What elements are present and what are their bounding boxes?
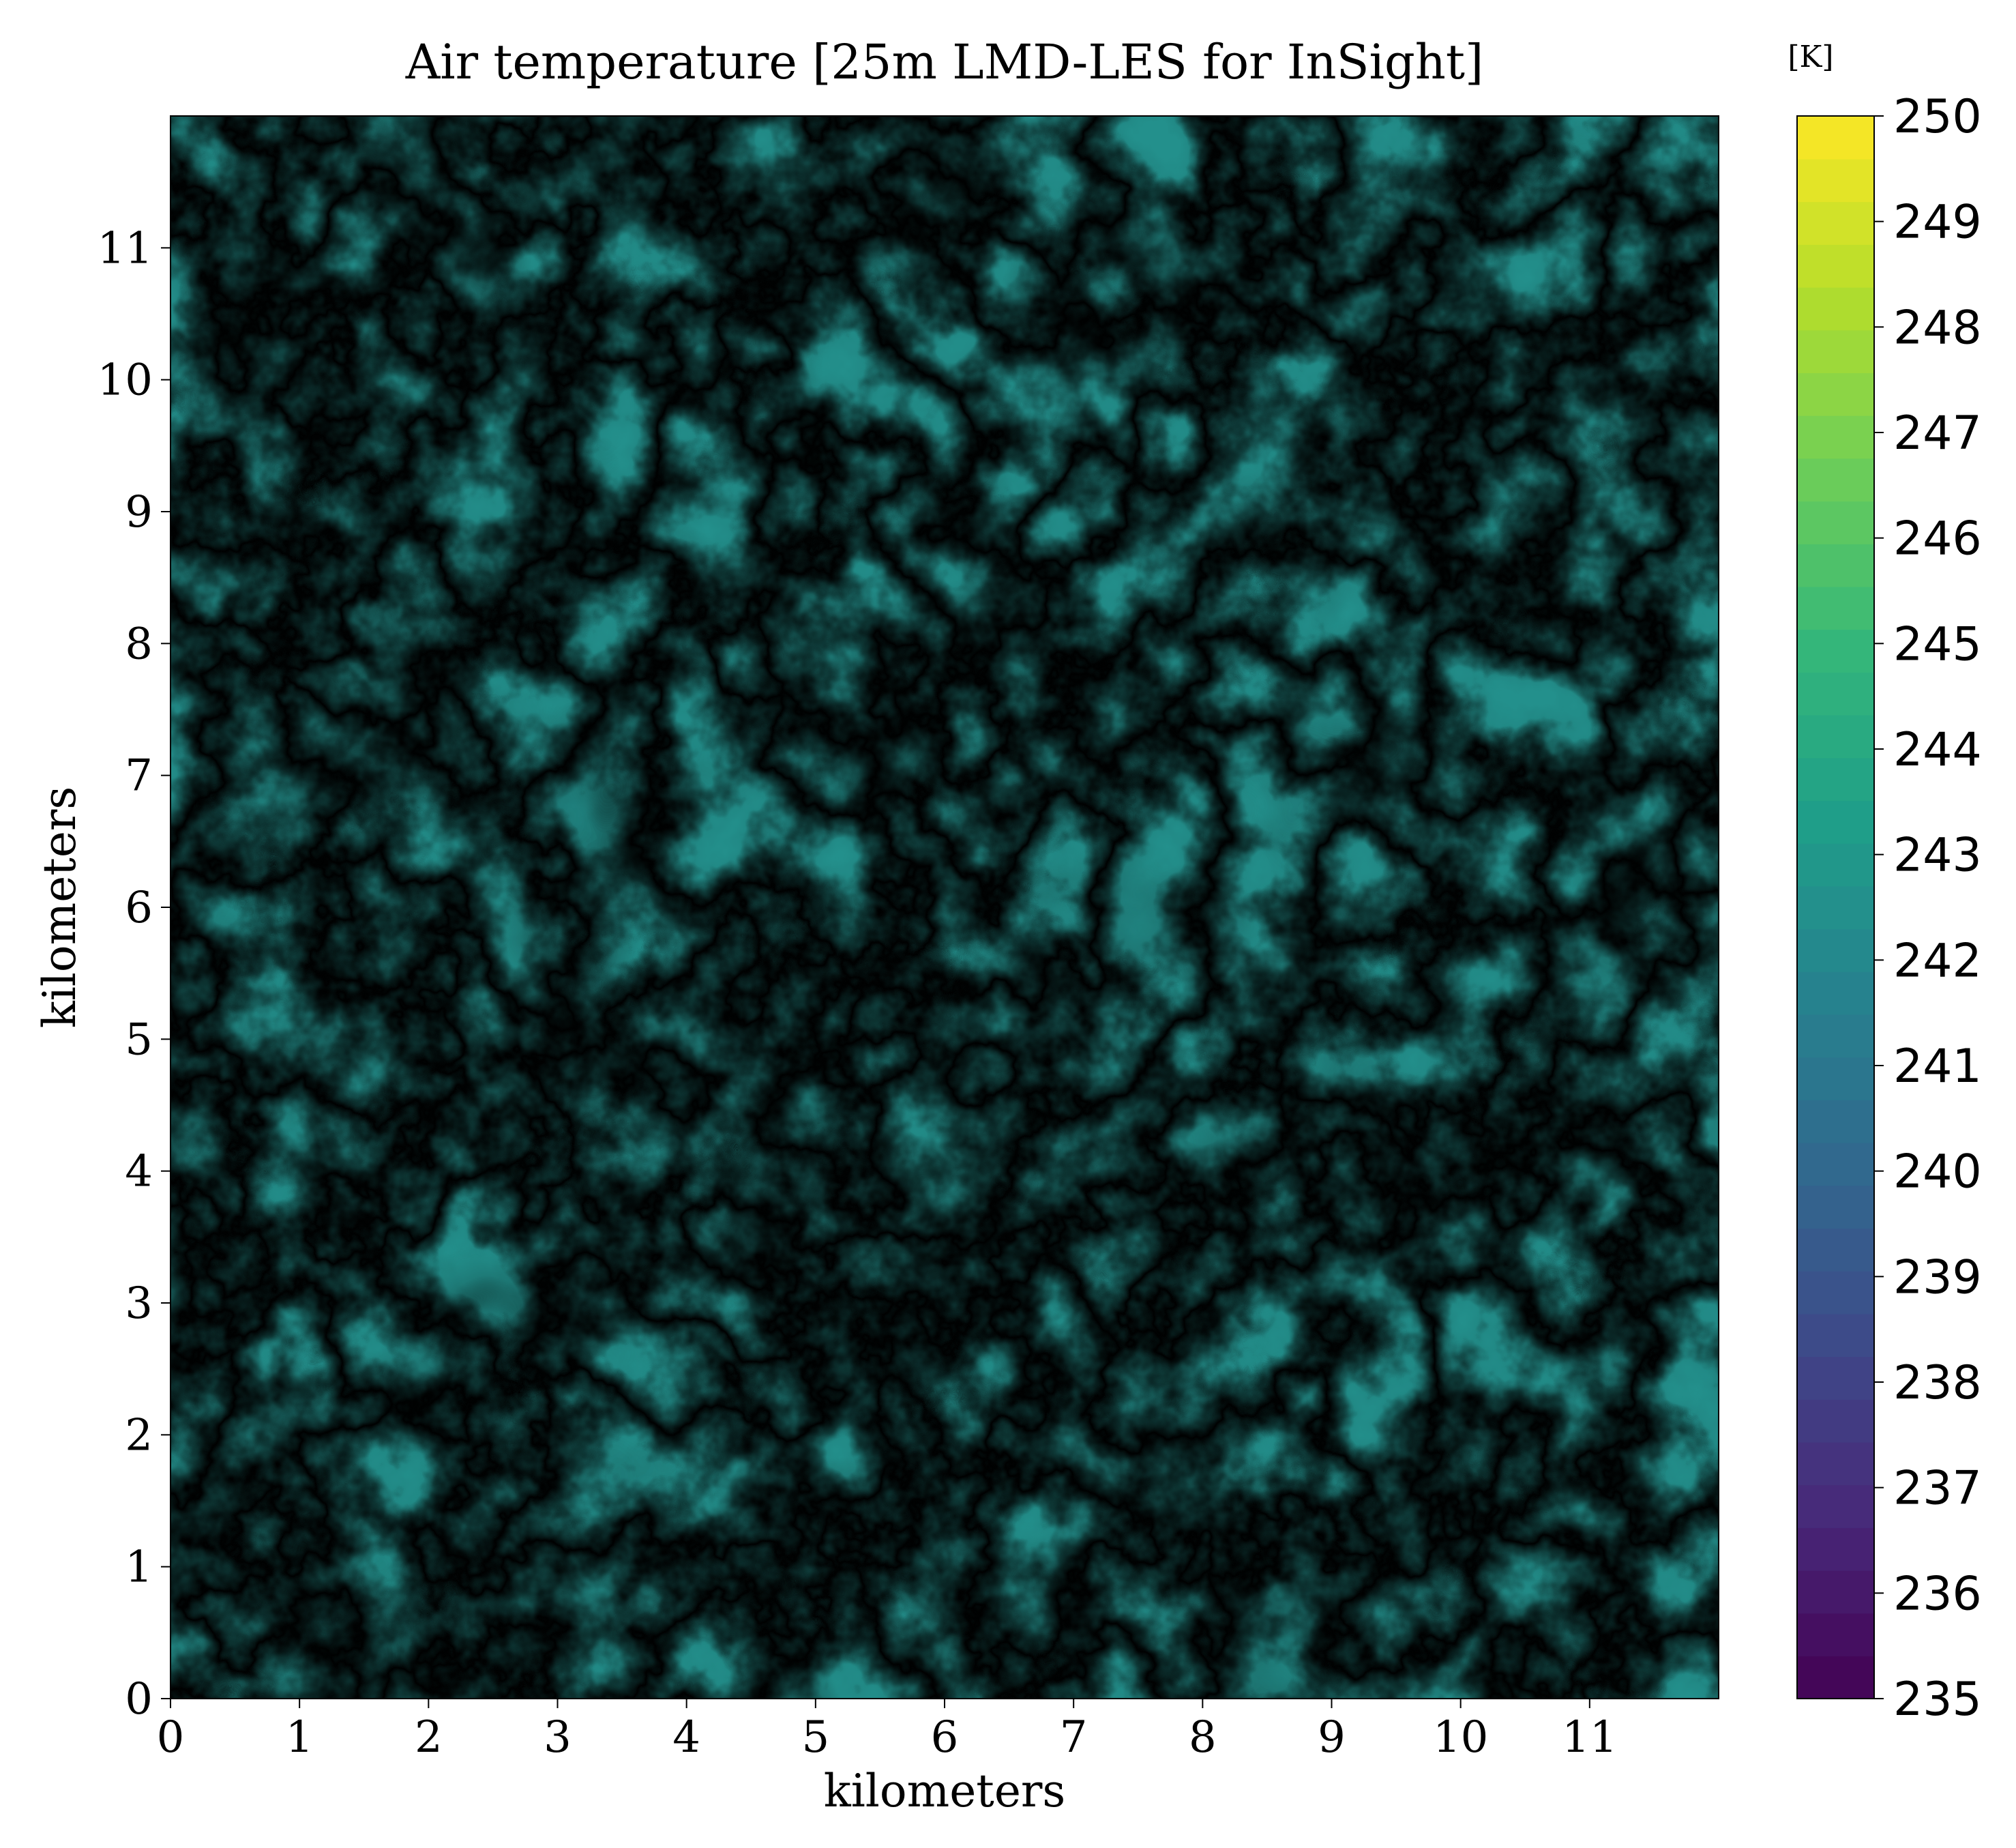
colorbar-band: [1797, 586, 1874, 630]
colorbar-band: [1797, 244, 1874, 288]
colorbar-band: [1797, 885, 1874, 930]
y-tick-label: 11: [98, 223, 153, 274]
colorbar-band: [1797, 544, 1874, 587]
x-tick-label: 2: [415, 1712, 443, 1763]
temperature-field-warm-filaments: [171, 116, 1719, 1699]
colorbar-band: [1797, 842, 1874, 887]
y-tick-label: 7: [125, 751, 153, 802]
x-axis-label: kilometers: [824, 1765, 1066, 1817]
colorbar-band: [1797, 1142, 1874, 1186]
colorbar-band: [1797, 1100, 1874, 1143]
colorbar-band: [1797, 1270, 1874, 1315]
colorbar-bands: [1797, 116, 1874, 1699]
colorbar-band: [1797, 1613, 1874, 1657]
colorbar-band: [1797, 928, 1874, 972]
colorbar-tick-label: 236: [1893, 1567, 1982, 1621]
x-axis: 0 1 2 3 4 5 6 7 8 9 10 11: [157, 1699, 1618, 1763]
colorbar-tick-label: 245: [1893, 617, 1982, 671]
colorbar-band: [1797, 672, 1874, 716]
colorbar-band: [1797, 1185, 1874, 1229]
colorbar-tick-label: 247: [1893, 407, 1982, 460]
colorbar-tick-label: 237: [1893, 1462, 1982, 1516]
colorbar-band: [1797, 1656, 1874, 1699]
y-tick-label: 0: [125, 1674, 153, 1725]
colorbar-ticks: 235 236 237 238 239 240 241 242 243 244 245 246 247 2…: [1874, 90, 1982, 1727]
colorbar-band: [1797, 1570, 1874, 1614]
colorbar-band: [1797, 415, 1874, 459]
colorbar-band: [1797, 329, 1874, 374]
chart-title: Air temperature [25m LMD-LES for InSight…: [405, 34, 1484, 90]
colorbar-tick-label: 244: [1893, 723, 1982, 777]
x-tick-label: 9: [1318, 1712, 1346, 1763]
x-tick-label: 6: [931, 1712, 959, 1763]
colorbar-tick-label: 242: [1893, 934, 1982, 988]
colorbar-band: [1797, 1399, 1874, 1443]
y-tick-label: 4: [125, 1147, 153, 1197]
colorbar-band: [1797, 1014, 1874, 1058]
colorbar-tick-label: 250: [1893, 90, 1982, 144]
colorbar-band: [1797, 714, 1874, 759]
colorbar-band: [1797, 201, 1874, 245]
colorbar-tick-label: 239: [1893, 1250, 1982, 1304]
y-tick-label: 2: [125, 1410, 153, 1461]
y-tick-label: 8: [125, 619, 153, 669]
colorbar-tick-label: 243: [1893, 829, 1982, 883]
x-tick-label: 8: [1189, 1712, 1217, 1763]
x-tick-label: 7: [1060, 1712, 1088, 1763]
colorbar: 235 236 237 238 239 240 241 242 243 244 245 246 247 2…: [1788, 40, 1981, 1727]
colorbar-band: [1797, 1057, 1874, 1100]
colorbar-band: [1797, 1313, 1874, 1358]
x-tick-label: 10: [1433, 1712, 1488, 1763]
y-tick-label: 1: [125, 1542, 153, 1593]
y-tick-label: 5: [125, 1014, 153, 1065]
colorbar-band: [1797, 1527, 1874, 1571]
colorbar-frame: [1796, 115, 1875, 1699]
colorbar-band: [1797, 158, 1874, 203]
x-tick-label: 5: [801, 1712, 829, 1763]
colorbar-band: [1797, 971, 1874, 1015]
colorbar-tick-label: 238: [1893, 1356, 1982, 1410]
colorbar-tick-label: 246: [1893, 512, 1982, 566]
x-tick-label: 11: [1562, 1712, 1617, 1763]
x-tick-label: 3: [544, 1712, 572, 1763]
y-tick-label: 6: [125, 883, 153, 933]
x-tick-label: 4: [672, 1712, 700, 1763]
y-axis-label: kilometers: [33, 787, 86, 1029]
x-tick-label: 0: [157, 1712, 185, 1763]
colorbar-band: [1797, 501, 1874, 544]
y-axis: 0 1 2 3 4 5 6 7 8 9 10 11: [98, 223, 171, 1725]
colorbar-band: [1797, 287, 1874, 331]
colorbar-band: [1797, 800, 1874, 844]
colorbar-unit-label: [K]: [1788, 40, 1833, 74]
x-tick-label: 1: [286, 1712, 314, 1763]
colorbar-tick-label: 248: [1893, 301, 1982, 355]
y-tick-label: 9: [125, 487, 153, 538]
colorbar-tick-label: 241: [1893, 1040, 1982, 1094]
colorbar-tick-label: 235: [1893, 1673, 1982, 1727]
colorbar-tick-label: 249: [1893, 196, 1982, 250]
colorbar-band: [1797, 116, 1874, 160]
colorbar-band: [1797, 1441, 1874, 1486]
colorbar-band: [1797, 629, 1874, 673]
y-tick-label: 3: [125, 1278, 153, 1329]
colorbar-tick-label: 240: [1893, 1145, 1982, 1199]
heatmap-plot-area: [171, 116, 1719, 1699]
colorbar-band: [1797, 458, 1874, 502]
colorbar-band: [1797, 372, 1874, 416]
colorbar-band: [1797, 1228, 1874, 1272]
colorbar-band: [1797, 1356, 1874, 1400]
y-tick-label: 10: [98, 355, 153, 406]
colorbar-band: [1797, 757, 1874, 802]
colorbar-band: [1797, 1484, 1874, 1528]
